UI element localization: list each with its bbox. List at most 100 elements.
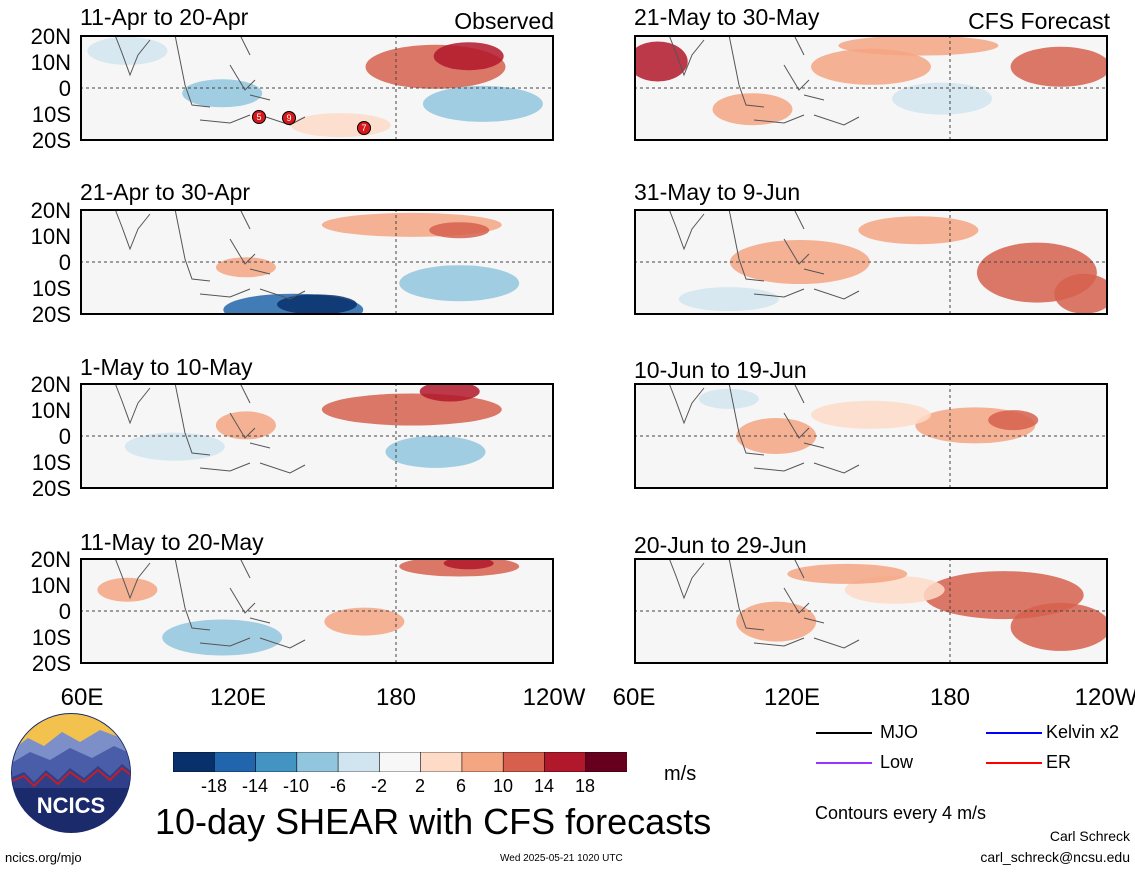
shear-field: [80, 558, 554, 664]
lat-label: 0: [58, 424, 71, 449]
forecast-map-3: [634, 383, 1108, 489]
legend-label-low: Low: [880, 752, 914, 772]
shear-anomaly-region: [399, 265, 520, 302]
coastline: [668, 209, 860, 300]
colorbar-swatch: [461, 751, 504, 773]
lat-label: 10S: [31, 625, 71, 650]
colorbar-swatch: [544, 751, 587, 773]
shear-anomaly-region: [429, 222, 490, 239]
shear-anomaly-region: [215, 257, 276, 278]
shear-anomaly-region: [162, 619, 283, 656]
lon-label-right-180: 180: [929, 684, 971, 711]
shear-anomaly-region: [892, 82, 993, 115]
shear-anomaly-region: [811, 400, 931, 429]
storm-marker: 9: [282, 111, 296, 125]
colorbar-tick: 10: [492, 776, 514, 796]
shear-anomaly-region: [290, 113, 391, 138]
colorbar-swatch: [502, 751, 546, 773]
forecast-panel-4-title: 20-Jun to 29-Jun: [634, 532, 807, 558]
shear-anomaly-region: [838, 35, 999, 56]
shear-field: [80, 35, 554, 141]
shear-anomaly-region: [1010, 602, 1108, 651]
shear-anomaly-region: [419, 383, 480, 402]
colorbar-swatch: [379, 751, 422, 773]
shear-anomaly-region: [422, 85, 543, 122]
shear-anomaly-region: [698, 388, 759, 409]
colorbar-swatch: [213, 751, 257, 773]
colorbar: [172, 751, 628, 773]
forecast-panel-3-title: 10-Jun to 19-Jun: [634, 357, 807, 383]
lon-label-right-120w: 120W: [1074, 684, 1135, 711]
shear-anomaly-region: [1010, 46, 1108, 87]
observed-panel-1-title: 11-Apr to 20-Apr: [80, 4, 249, 30]
map-frame: [80, 35, 554, 141]
lat-label: 10N: [30, 50, 71, 75]
storm-marker: 5: [252, 110, 266, 124]
site-link[interactable]: ncics.org/mjo: [5, 850, 82, 865]
lat-label: 20N: [30, 372, 71, 397]
shear-field: [80, 383, 554, 489]
lat-label: 20N: [30, 547, 71, 572]
coastline: [668, 383, 860, 474]
shear-anomaly-region: [678, 287, 779, 312]
shear-field: [634, 383, 1108, 489]
legend-line-low: [816, 762, 872, 764]
main-title: 10-day SHEAR with CFS forecasts: [155, 801, 712, 842]
coastline: [668, 35, 860, 126]
lat-label: 10N: [30, 224, 71, 249]
shear-anomaly-region: [712, 93, 793, 126]
colorbar-tick: -10: [282, 776, 310, 796]
lat-label: 20N: [30, 198, 71, 223]
lon-label-left-120w: 120W: [522, 684, 586, 711]
shear-anomaly-region: [1054, 273, 1108, 314]
shear-anomaly-region: [811, 48, 931, 85]
shear-anomaly-region: [443, 558, 494, 570]
observed-label: Observed: [454, 8, 554, 34]
email-link[interactable]: carl_schreck@ncsu.edu: [980, 849, 1130, 865]
observed-map-4: [80, 558, 554, 664]
legend-line-er: [986, 762, 1042, 764]
colorbar-units: m/s: [664, 763, 697, 785]
map-frame: [80, 558, 554, 664]
lat-label: 10S: [31, 450, 71, 475]
colorbar-tick: -6: [329, 776, 347, 796]
map-frame: [634, 558, 1108, 664]
observed-panel-3-title: 1-May to 10-May: [80, 354, 253, 380]
forecast-map-2: [634, 209, 1108, 315]
shear-anomaly-region: [736, 601, 817, 642]
shear-anomaly-region: [124, 432, 225, 461]
shear-anomaly-region: [182, 79, 263, 108]
lat-label: 0: [58, 76, 71, 101]
colorbar-swatch: [255, 751, 298, 773]
shear-field: [634, 558, 1108, 664]
colorbar-swatch: [172, 751, 216, 773]
shear-anomaly-region: [87, 36, 168, 65]
forecast-label: CFS Forecast: [968, 8, 1110, 34]
observed-panel-4-title: 11-May to 20-May: [80, 529, 264, 555]
shear-anomaly-region: [215, 411, 276, 440]
shear-anomaly-region: [736, 418, 817, 454]
shear-field: [80, 209, 554, 315]
map-frame: [634, 209, 1108, 315]
coastline: [668, 558, 860, 649]
shear-anomaly-region: [433, 42, 504, 71]
colorbar-tick: -18: [200, 776, 228, 796]
legend-label-er: ER: [1046, 752, 1072, 772]
map-frame: [634, 383, 1108, 489]
map-frame: [80, 209, 554, 315]
lat-label: 10N: [30, 573, 71, 598]
lat-label: 10S: [31, 276, 71, 301]
lat-label: 20N: [30, 24, 71, 49]
map-frame: [634, 35, 1108, 141]
map-frame: [80, 383, 554, 489]
ncics-logo: NCICS: [10, 712, 132, 834]
observed-panel-2-title: 21-Apr to 30-Apr: [80, 179, 251, 205]
shear-anomaly-region: [787, 563, 908, 584]
timestamp: Wed 2025-05-21 1020 UTC: [500, 853, 623, 864]
colorbar-swatch: [420, 751, 463, 773]
colorbar-tick: 14: [533, 776, 555, 796]
colorbar-tick: -2: [370, 776, 388, 796]
lat-label: 10S: [31, 102, 71, 127]
shear-field: [634, 35, 1108, 141]
shear-anomaly-region: [324, 607, 405, 636]
